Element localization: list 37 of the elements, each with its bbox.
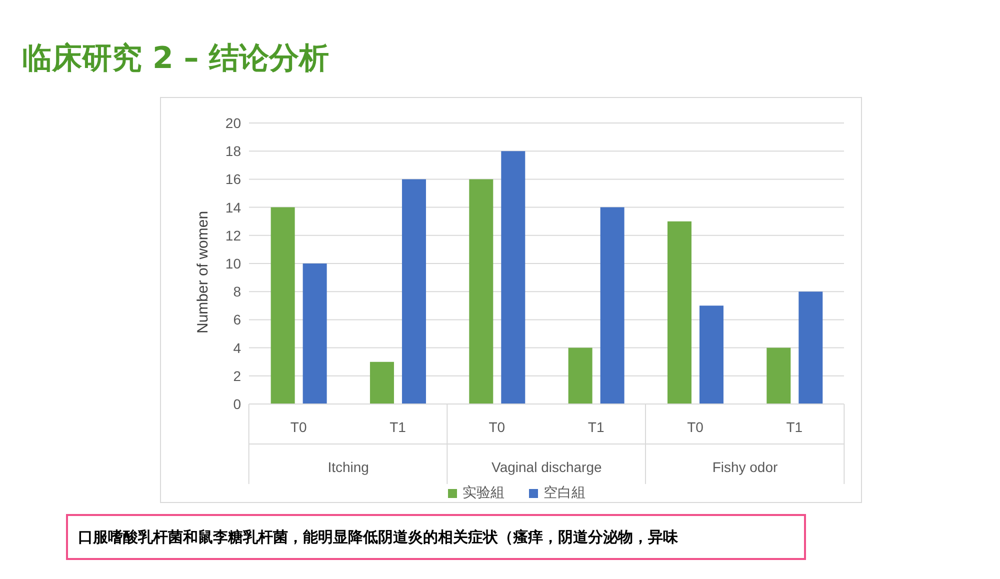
bar	[667, 221, 692, 404]
y-tick-label: 2	[233, 368, 242, 384]
bar	[370, 362, 394, 404]
y-tick-label: 6	[233, 312, 242, 328]
y-tick-label: 12	[225, 227, 242, 244]
x-tick-label: T0	[290, 419, 307, 435]
bar	[600, 207, 624, 404]
bar	[568, 348, 592, 404]
y-tick-label: 20	[225, 114, 242, 131]
x-tick-label: T0	[687, 419, 704, 435]
legend-label: 实验組	[462, 484, 504, 502]
y-tick-label: 18	[225, 143, 242, 160]
y-tick-label: 4	[233, 340, 242, 356]
text: Itching	[328, 459, 369, 475]
y-tick-label: 0	[233, 396, 242, 412]
text: 口服嗜酸乳杆菌和鼠李糖乳杆菌，能明显降低阴道炎的相关症状（瘙痒，阴道分泌物，异味	[66, 514, 806, 560]
bar	[501, 151, 526, 404]
bar	[766, 348, 791, 404]
x-tick-label: T1	[390, 419, 406, 435]
y-axis-title: Number of women	[194, 210, 212, 334]
y-tick-label: 10	[225, 255, 242, 272]
bar	[798, 292, 823, 404]
y-tick-label: 8	[233, 284, 242, 300]
x-tick-label: T1	[786, 419, 803, 435]
x-tick-label: T0	[488, 419, 506, 435]
legend-label: 空白組	[542, 484, 586, 502]
bar	[302, 264, 327, 404]
bar	[469, 179, 494, 404]
chart-title: 临床研究 2 – 结论分析	[22, 40, 330, 78]
text: Vaginal discharge	[492, 459, 602, 475]
y-tick-label: 16	[225, 171, 242, 188]
bar	[402, 179, 426, 404]
text: Fishy odor	[712, 459, 778, 475]
y-tick-label: 14	[225, 199, 242, 216]
bar	[699, 306, 724, 404]
x-tick-label: T1	[588, 419, 604, 435]
bar	[270, 207, 295, 404]
